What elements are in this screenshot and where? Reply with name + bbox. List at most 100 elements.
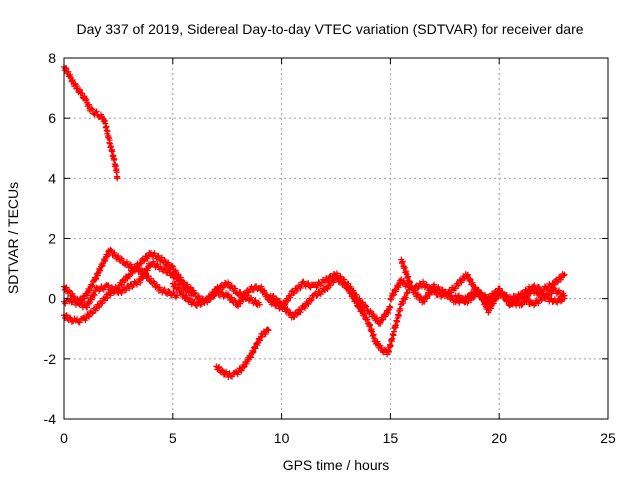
data-point — [381, 346, 388, 353]
data-point — [438, 293, 445, 300]
data-point — [426, 291, 433, 298]
data-point — [317, 282, 324, 289]
series-arc-d — [213, 326, 272, 381]
series-arc-b — [61, 246, 181, 308]
data-point — [247, 354, 254, 361]
data-point — [539, 288, 546, 295]
data-point — [66, 314, 73, 321]
data-point — [455, 292, 462, 299]
data-point — [551, 281, 558, 288]
data-point — [68, 318, 75, 325]
data-point — [83, 96, 90, 103]
data-point — [435, 283, 442, 290]
data-point — [93, 284, 100, 291]
data-point — [240, 364, 247, 371]
data-point — [211, 292, 218, 299]
data-point — [88, 283, 95, 290]
data-point — [172, 267, 179, 274]
data-point — [264, 326, 271, 333]
data-point — [115, 285, 122, 292]
data-point — [88, 105, 95, 112]
data-point — [361, 311, 368, 318]
data-point — [248, 294, 255, 301]
data-point — [518, 302, 525, 309]
data-point — [466, 275, 473, 282]
data-point — [352, 296, 359, 303]
series-arc-f — [267, 273, 411, 358]
data-point — [180, 279, 187, 286]
series-arc-early-high — [61, 64, 121, 182]
data-point — [86, 287, 93, 294]
data-point — [557, 298, 564, 305]
data-point — [387, 304, 394, 311]
series-arc-i — [452, 270, 568, 309]
data-point — [490, 300, 497, 307]
data-point — [227, 372, 234, 379]
data-point — [363, 303, 370, 310]
data-point — [502, 292, 509, 299]
data-point — [362, 302, 369, 309]
data-point — [191, 289, 198, 296]
data-point — [294, 311, 301, 318]
data-point — [204, 299, 211, 306]
data-point — [251, 297, 258, 304]
data-point — [114, 175, 121, 182]
data-point — [85, 101, 92, 108]
data-point — [350, 291, 356, 298]
data-point — [102, 258, 109, 265]
data-point — [390, 291, 397, 298]
grid-lines — [64, 58, 608, 419]
data-point — [82, 317, 89, 324]
data-point — [324, 286, 331, 293]
data-point — [402, 294, 409, 301]
data-point — [256, 301, 263, 308]
data-point — [471, 293, 478, 300]
data-point — [77, 316, 84, 323]
data-point — [187, 284, 194, 291]
data-point — [84, 304, 91, 311]
y-tick-label: 2 — [48, 231, 56, 247]
data-point — [101, 257, 108, 264]
data-point — [218, 289, 225, 296]
data-point — [284, 306, 291, 313]
data-point — [333, 273, 340, 280]
data-point — [297, 309, 304, 316]
data-point — [478, 290, 485, 297]
data-point — [492, 296, 499, 303]
data-point — [165, 259, 172, 266]
x-tick-label: 10 — [274, 430, 290, 446]
data-point — [544, 286, 551, 293]
data-point — [218, 366, 225, 373]
data-point — [252, 297, 259, 304]
y-tick-label: 4 — [48, 170, 56, 186]
data-point — [531, 282, 538, 289]
data-point — [550, 281, 557, 288]
data-point — [245, 288, 252, 295]
data-point — [91, 292, 98, 299]
data-point — [380, 316, 387, 323]
data-point — [123, 287, 130, 294]
data-point — [249, 349, 256, 356]
data-point — [172, 281, 179, 288]
data-point — [144, 255, 151, 262]
data-point — [378, 344, 385, 351]
data-point — [69, 77, 76, 84]
data-point — [490, 293, 497, 300]
data-point — [347, 287, 354, 294]
x-tick-label: 20 — [491, 430, 507, 446]
data-point — [119, 256, 126, 263]
data-point — [93, 108, 100, 115]
data-point — [250, 287, 257, 294]
data-point — [298, 306, 305, 313]
data-point — [151, 250, 158, 257]
data-point — [262, 331, 269, 338]
data-point — [404, 289, 411, 296]
data-point — [228, 373, 235, 380]
data-point — [273, 295, 280, 302]
data-point — [86, 313, 93, 320]
data-point — [364, 316, 371, 323]
data-point — [148, 275, 155, 282]
data-point — [334, 274, 341, 281]
data-point — [421, 298, 428, 305]
